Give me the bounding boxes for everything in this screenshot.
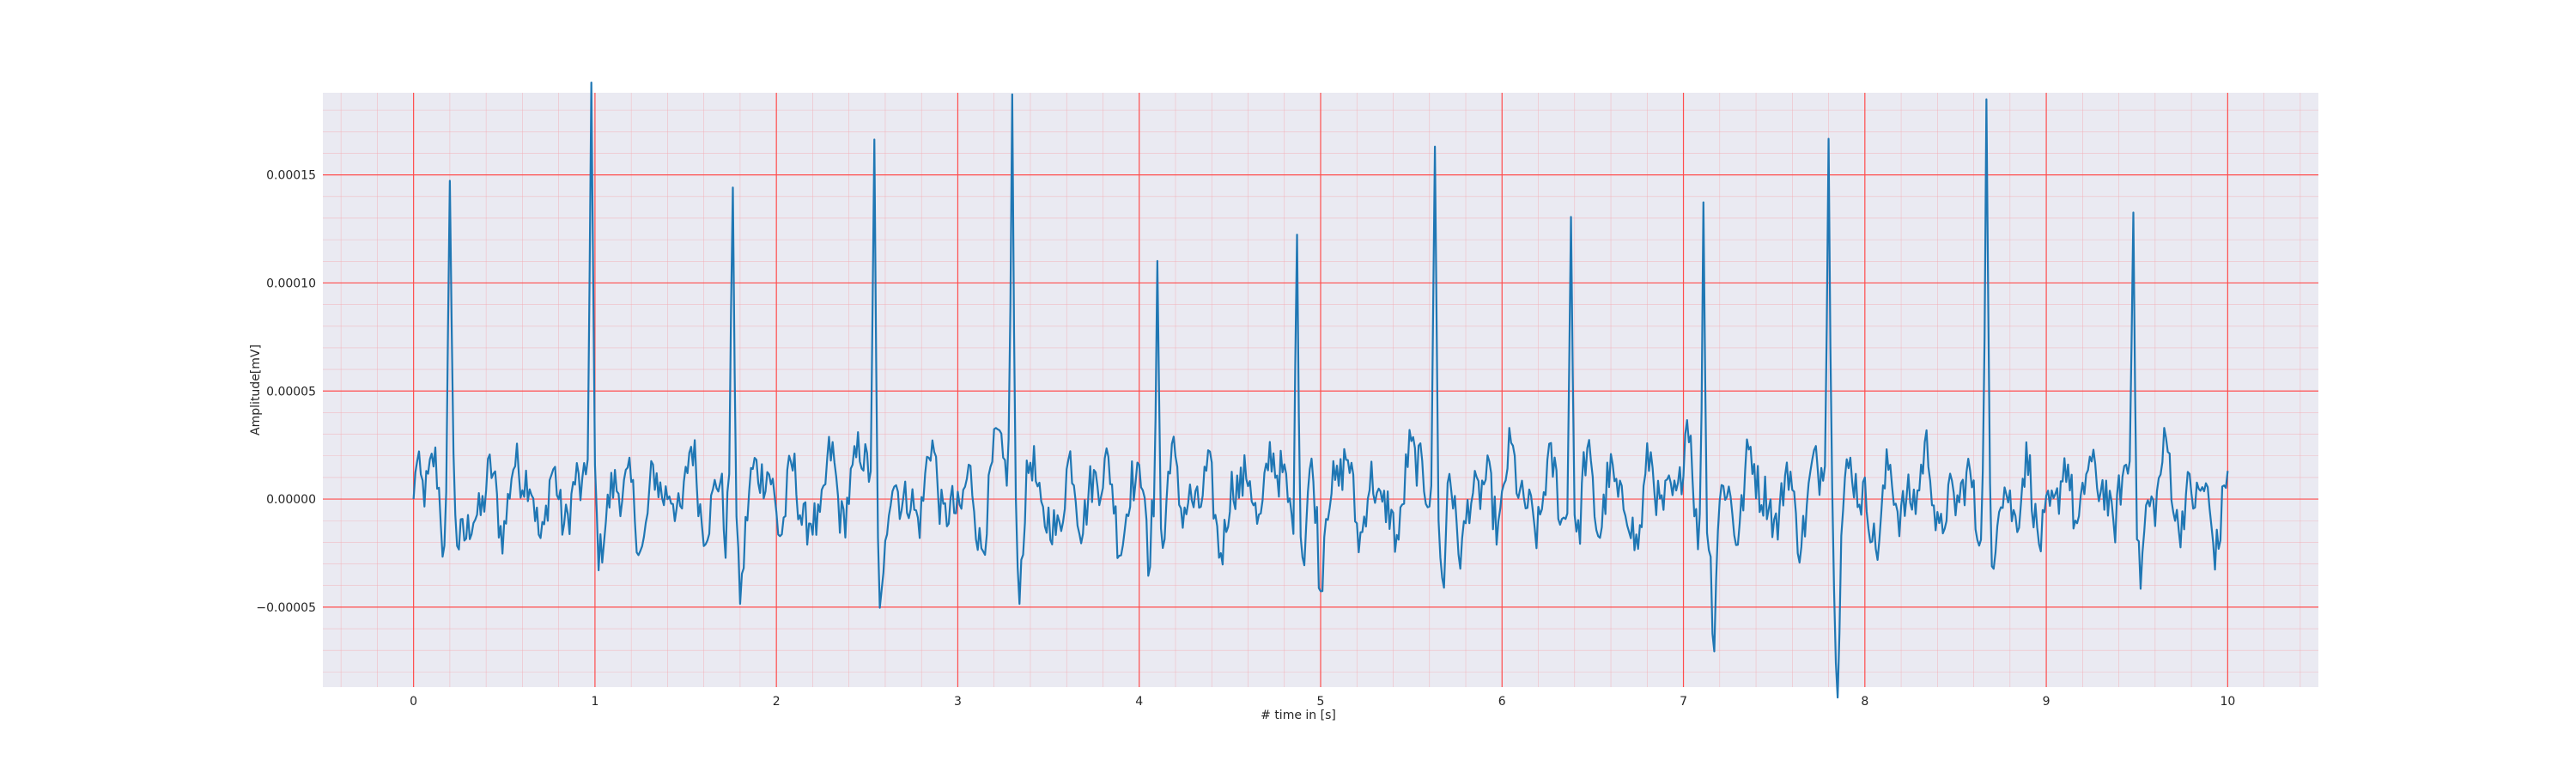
series-layer <box>412 82 2229 699</box>
y-tick-labels: −0.00005 0.00000 0.00005 0.00010 0.00015 <box>256 169 316 615</box>
x-tick-label: 9 <box>2043 695 2050 709</box>
x-tick-label: 3 <box>954 695 962 709</box>
y-axis-label: Amplitude[mV] <box>249 344 263 435</box>
ecg-signal-line <box>412 82 2229 699</box>
x-tick-labels: 0 1 2 3 4 5 6 7 8 9 10 <box>410 695 2235 709</box>
x-tick-label: 1 <box>591 695 598 709</box>
x-axis-label: # time in [s] <box>1261 709 1336 722</box>
major-grid <box>323 93 2318 687</box>
x-tick-label: 2 <box>773 695 781 709</box>
x-tick-label: 0 <box>410 695 417 709</box>
y-tick-label: −0.00005 <box>256 601 316 615</box>
x-tick-label: 6 <box>1498 695 1506 709</box>
y-tick-label: 0.00005 <box>266 385 316 399</box>
x-tick-label: 5 <box>1317 695 1325 709</box>
y-tick-label: 0.00010 <box>266 277 316 290</box>
y-tick-label: 0.00000 <box>266 493 316 507</box>
x-tick-label: 7 <box>1680 695 1687 709</box>
y-tick-label: 0.00015 <box>266 169 316 183</box>
x-tick-label: 4 <box>1135 695 1143 709</box>
x-tick-label: 8 <box>1861 695 1868 709</box>
x-tick-label: 10 <box>2220 695 2235 709</box>
